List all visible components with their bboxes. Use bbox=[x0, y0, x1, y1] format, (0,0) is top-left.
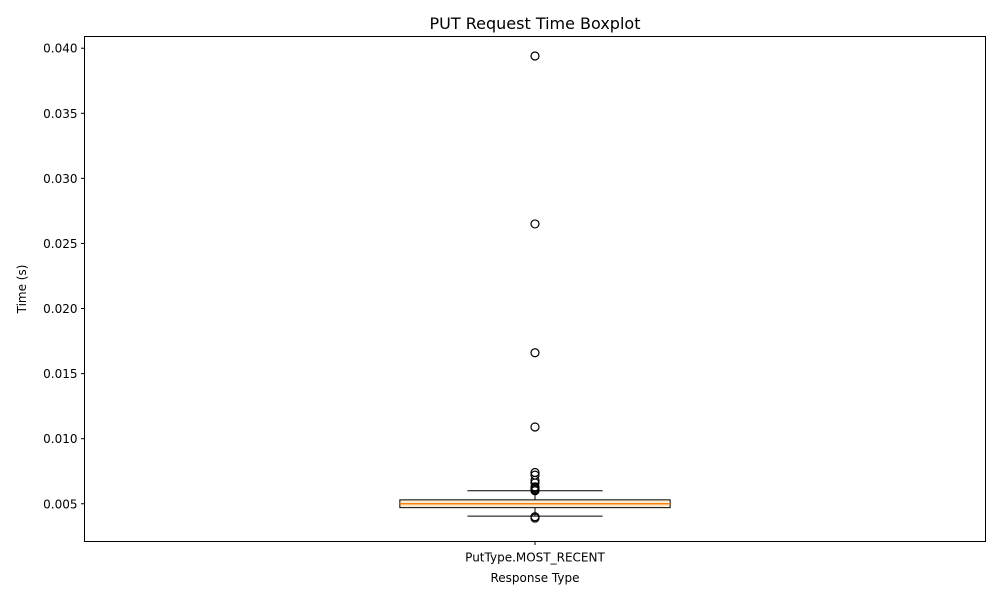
outlier-point bbox=[530, 51, 540, 61]
x-axis-ticks: PutType.MOST_RECENT bbox=[465, 541, 605, 565]
box-layer bbox=[399, 51, 671, 523]
outlier-point bbox=[530, 422, 540, 432]
y-tick-label: 0.010 bbox=[43, 432, 77, 446]
plot-area-frame bbox=[84, 36, 986, 542]
outlier-point bbox=[530, 348, 540, 358]
outlier-point bbox=[530, 513, 540, 523]
y-tick-label: 0.040 bbox=[43, 42, 77, 56]
y-tick-label: 0.035 bbox=[43, 107, 77, 121]
outlier-point bbox=[530, 219, 540, 229]
y-tick-label: 0.020 bbox=[43, 302, 77, 316]
y-tick-label: 0.025 bbox=[43, 237, 77, 251]
y-axis-ticks: 0.005 0.010 0.015 0.020 0.025 0.030 0.035 0.040 bbox=[43, 42, 85, 511]
y-tick-label: 0.015 bbox=[43, 367, 77, 381]
y-axis-label: Time (s) bbox=[15, 265, 29, 315]
outlier-point bbox=[530, 486, 540, 496]
x-axis-label: Response Type bbox=[490, 571, 579, 585]
chart-title: PUT Request Time Boxplot bbox=[430, 14, 641, 33]
y-tick-label: 0.005 bbox=[43, 497, 77, 511]
y-tick-label: 0.030 bbox=[43, 172, 77, 186]
x-tick-label: PutType.MOST_RECENT bbox=[465, 551, 605, 565]
